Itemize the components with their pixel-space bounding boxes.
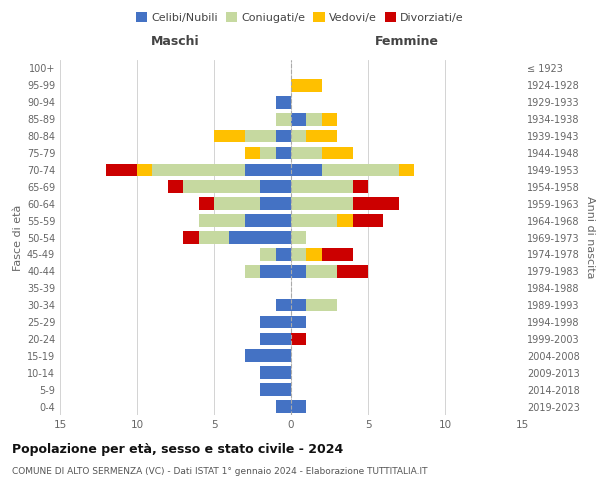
Text: COMUNE DI ALTO SERMENZA (VC) - Dati ISTAT 1° gennaio 2024 - Elaborazione TUTTITA: COMUNE DI ALTO SERMENZA (VC) - Dati ISTA… <box>12 468 427 476</box>
Bar <box>106 164 137 176</box>
Bar <box>337 214 353 227</box>
Bar <box>291 400 307 413</box>
Bar <box>353 198 399 210</box>
Bar <box>307 113 322 126</box>
Bar <box>307 265 337 278</box>
Bar <box>275 113 291 126</box>
Bar <box>260 180 291 193</box>
Bar <box>399 164 414 176</box>
Bar <box>291 332 307 345</box>
Bar <box>152 164 245 176</box>
Bar <box>214 198 260 210</box>
Bar <box>199 231 229 244</box>
Legend: Celibi/Nubili, Coniugati/e, Vedovi/e, Divorziati/e: Celibi/Nubili, Coniugati/e, Vedovi/e, Di… <box>132 8 468 28</box>
Bar <box>183 180 260 193</box>
Bar <box>260 332 291 345</box>
Bar <box>291 164 322 176</box>
Bar <box>260 248 275 260</box>
Bar <box>229 231 291 244</box>
Text: Femmine: Femmine <box>374 35 439 48</box>
Bar <box>291 265 307 278</box>
Bar <box>307 248 322 260</box>
Bar <box>183 231 199 244</box>
Bar <box>275 248 291 260</box>
Bar <box>291 79 322 92</box>
Bar <box>291 299 307 312</box>
Text: Popolazione per età, sesso e stato civile - 2024: Popolazione per età, sesso e stato civil… <box>12 442 343 456</box>
Bar <box>307 130 337 142</box>
Bar <box>291 231 307 244</box>
Bar <box>168 180 183 193</box>
Bar <box>291 198 353 210</box>
Bar <box>291 180 353 193</box>
Bar <box>245 146 260 160</box>
Bar <box>275 400 291 413</box>
Bar <box>275 146 291 160</box>
Y-axis label: Anni di nascita: Anni di nascita <box>585 196 595 279</box>
Bar <box>214 130 245 142</box>
Bar <box>275 96 291 108</box>
Bar <box>260 316 291 328</box>
Bar <box>291 146 322 160</box>
Bar <box>322 113 337 126</box>
Bar <box>260 265 291 278</box>
Bar <box>245 265 260 278</box>
Bar <box>291 214 337 227</box>
Bar <box>260 366 291 379</box>
Bar <box>322 164 399 176</box>
Bar <box>291 248 307 260</box>
Bar <box>353 180 368 193</box>
Bar <box>137 164 152 176</box>
Bar <box>245 130 275 142</box>
Bar <box>245 350 291 362</box>
Bar <box>275 299 291 312</box>
Bar <box>260 146 275 160</box>
Bar <box>291 316 307 328</box>
Bar <box>245 214 291 227</box>
Bar <box>337 265 368 278</box>
Bar <box>353 214 383 227</box>
Bar <box>260 198 291 210</box>
Bar <box>275 130 291 142</box>
Text: Maschi: Maschi <box>151 35 200 48</box>
Bar <box>245 164 291 176</box>
Bar <box>199 214 245 227</box>
Bar <box>322 146 353 160</box>
Bar <box>199 198 214 210</box>
Bar <box>291 130 307 142</box>
Y-axis label: Fasce di età: Fasce di età <box>13 204 23 270</box>
Bar <box>322 248 353 260</box>
Bar <box>260 384 291 396</box>
Bar <box>291 113 307 126</box>
Bar <box>307 299 337 312</box>
